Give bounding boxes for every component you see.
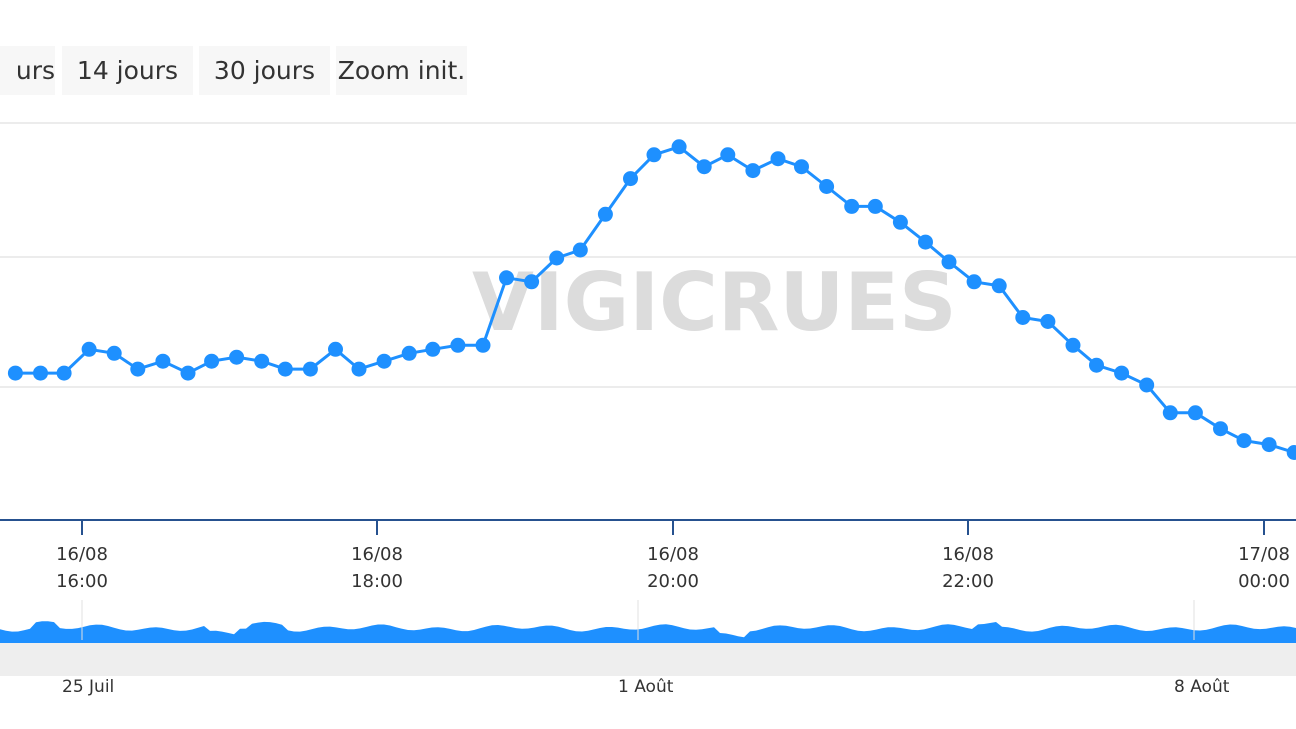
data-point[interactable] — [302, 361, 318, 377]
grid-lines — [0, 122, 1296, 388]
x-tick-label: 16:00 — [56, 571, 108, 592]
x-tick-label: 00:00 — [1238, 571, 1290, 592]
navigator-band[interactable] — [0, 643, 1296, 676]
navigator-label: 1 Août — [618, 677, 674, 697]
data-point[interactable] — [549, 250, 565, 266]
x-axis-ticks: 16/08 16:00 16/08 18:00 16/08 20:00 16/08 22:00… — [56, 520, 1290, 592]
x-tick-label: 17/08 — [1238, 544, 1290, 565]
range-button-30-days[interactable]: 30 jours — [199, 46, 330, 95]
data-point[interactable] — [794, 159, 809, 175]
data-point[interactable] — [720, 147, 736, 163]
data-point[interactable] — [1261, 437, 1277, 453]
data-point[interactable] — [745, 163, 761, 179]
series-layer — [7, 139, 1296, 460]
x-tick-label: 18:00 — [351, 571, 403, 592]
range-button-zoom-reset[interactable]: Zoom init. — [336, 46, 467, 95]
range-button-partial[interactable]: urs — [0, 46, 55, 95]
data-point[interactable] — [1187, 405, 1203, 421]
x-tick-label: 16/08 — [56, 544, 108, 565]
navigator-label: 8 Août — [1174, 677, 1230, 697]
data-point[interactable] — [941, 254, 957, 270]
range-button-14-days[interactable]: 14 jours — [62, 46, 193, 95]
data-point[interactable] — [1286, 445, 1296, 460]
data-point[interactable] — [892, 214, 908, 230]
data-point[interactable] — [7, 365, 23, 381]
navigator[interactable]: 25 Juil 1 Août 8 Août — [0, 600, 1296, 697]
data-point[interactable] — [991, 278, 1007, 294]
data-point[interactable] — [106, 345, 122, 361]
data-point[interactable] — [180, 365, 196, 381]
data-point[interactable] — [328, 341, 343, 357]
data-point[interactable] — [844, 198, 860, 214]
data-point[interactable] — [450, 337, 466, 353]
navigator-label: 25 Juil — [62, 677, 114, 697]
data-point[interactable] — [623, 171, 638, 187]
data-point[interactable] — [696, 159, 712, 175]
data-point[interactable] — [499, 270, 514, 286]
data-point[interactable] — [475, 337, 491, 353]
data-point[interactable] — [1040, 314, 1056, 329]
data-point[interactable] — [1162, 405, 1178, 421]
data-point[interactable] — [1089, 357, 1104, 373]
data-point[interactable] — [1015, 310, 1031, 325]
data-point[interactable] — [770, 151, 786, 167]
data-point[interactable] — [401, 345, 417, 361]
data-point[interactable] — [376, 353, 392, 369]
x-tick-label: 16/08 — [942, 544, 994, 565]
data-point[interactable] — [130, 361, 146, 377]
data-point[interactable] — [425, 341, 441, 357]
x-tick-label: 22:00 — [942, 571, 994, 592]
data-point[interactable] — [966, 274, 982, 290]
data-point[interactable] — [229, 349, 245, 365]
data-point[interactable] — [81, 341, 97, 357]
data-point[interactable] — [646, 147, 662, 163]
x-tick-label: 16/08 — [351, 544, 403, 565]
data-point[interactable] — [819, 179, 835, 194]
data-point[interactable] — [33, 365, 48, 381]
data-point[interactable] — [351, 361, 367, 377]
data-point[interactable] — [1213, 421, 1228, 437]
navigator-series-area — [0, 621, 1296, 643]
data-point[interactable] — [1065, 337, 1081, 353]
data-point[interactable] — [56, 365, 72, 381]
data-point[interactable] — [277, 361, 293, 377]
data-point[interactable] — [204, 353, 220, 369]
data-point[interactable] — [254, 353, 270, 369]
data-point[interactable] — [597, 206, 613, 222]
data-point[interactable] — [1114, 365, 1130, 381]
data-point[interactable] — [918, 234, 933, 250]
data-point[interactable] — [671, 139, 687, 155]
data-point[interactable] — [1236, 433, 1252, 449]
data-point[interactable] — [524, 274, 540, 290]
vigicrues-watermark: VIGICRUES — [472, 256, 957, 349]
data-point[interactable] — [1139, 377, 1155, 393]
x-tick-label: 20:00 — [647, 571, 699, 592]
x-tick-label: 16/08 — [647, 544, 699, 565]
data-point[interactable] — [867, 198, 883, 214]
data-point[interactable] — [572, 242, 588, 258]
data-point[interactable] — [155, 353, 171, 369]
